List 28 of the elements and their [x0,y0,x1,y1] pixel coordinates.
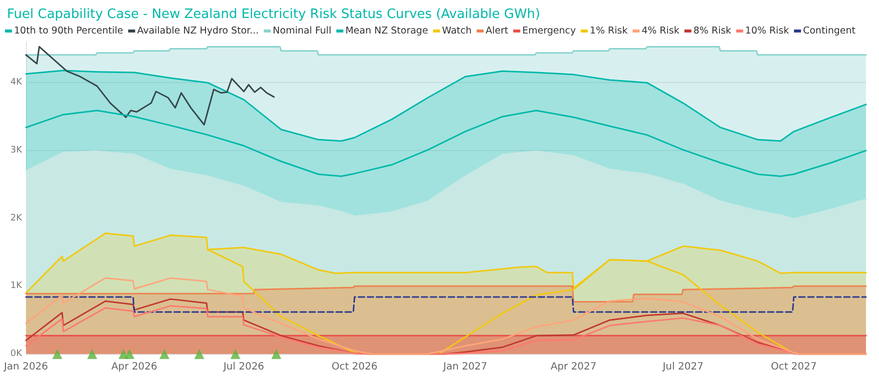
legend-label: 4% Risk [642,26,680,36]
x-tick-label: Jan 2027 [442,362,488,372]
y-tick-label: 4K [10,78,24,88]
legend-label: 1% Risk [590,26,628,36]
legend-label: 8% Risk [693,26,732,36]
x-tick-label: Jul 2027 [662,362,704,372]
chart-title: Fuel Capability Case - New Zealand Electricity Risk Status Curves (Available GWh) [7,7,540,22]
legend-label: Nominal Full [272,26,332,36]
x-tick-label: Jan 2026 [2,362,48,372]
legend-label: Contingent [802,26,856,36]
y-tick-label: 2K [10,213,24,224]
x-tick-label: Apr 2027 [550,362,597,372]
x-tick-label: Jul 2026 [222,362,264,372]
legend-label: 10% Risk [745,26,790,36]
line-series [25,46,275,126]
legend-label: Alert [486,26,509,36]
y-tick-label: 0K [10,349,24,359]
y-tick-label: 1K [10,281,24,292]
legend-label: 10th to 90th Percentile [14,26,124,36]
y-tick-label: 3K [10,146,24,156]
x-tick-label: Oct 2026 [332,362,378,372]
legend-label: Mean NZ Storage [345,26,428,36]
x-tick-label: Apr 2026 [111,362,158,372]
line-series [25,110,867,178]
legend-label: Available NZ Hydro Stor... [137,26,259,36]
legend-label: Watch [442,26,472,36]
legend-label: Emergency [522,26,576,36]
x-tick-label: Oct 2027 [770,362,817,372]
